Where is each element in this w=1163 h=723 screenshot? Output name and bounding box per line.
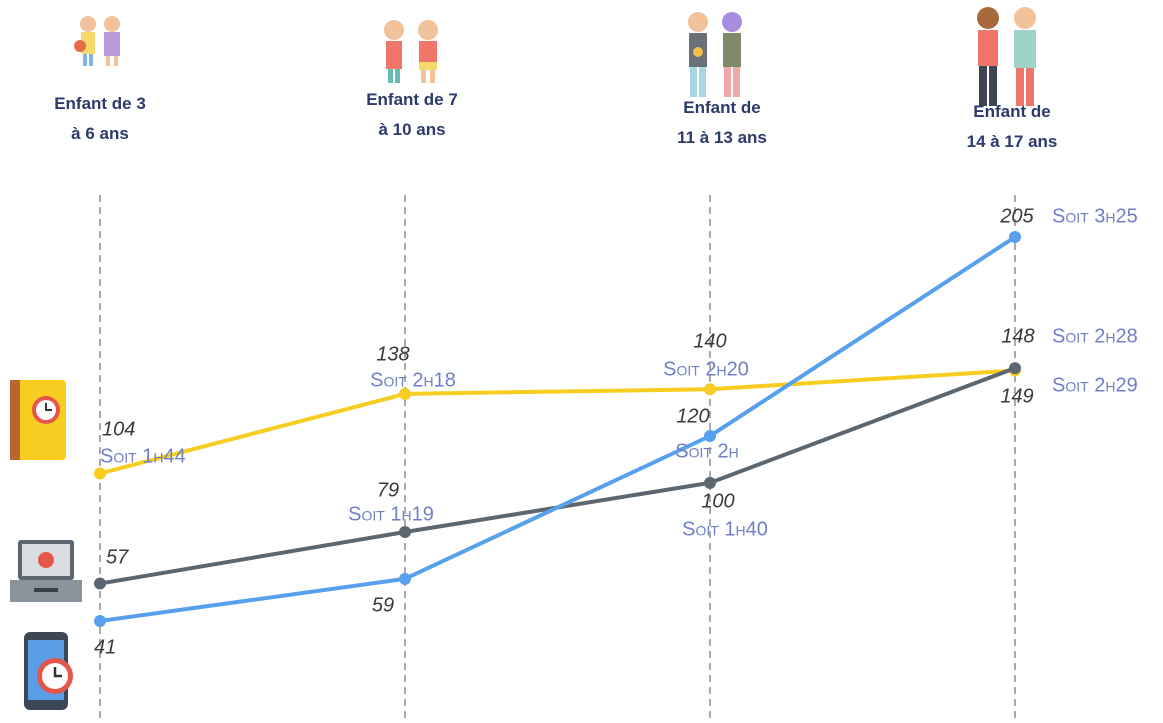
value-label: 104: [102, 418, 135, 440]
data-point: [704, 383, 716, 395]
page: 104 Soit 1h44 138 Soit 2h18 140 Soit 2h20 148 S…: [0, 0, 1163, 723]
data-point: [1009, 362, 1021, 374]
duration-label: Soit 2h29: [1052, 374, 1138, 396]
book-icon: [10, 380, 66, 460]
kids-icon: [384, 20, 438, 83]
teens-icon: [688, 12, 742, 97]
duration-label: Soit 1h44: [100, 445, 186, 467]
data-point: [1009, 231, 1021, 243]
value-label: 57: [106, 546, 129, 568]
value-label: 140: [693, 330, 726, 352]
data-point: [94, 467, 106, 479]
phone-icon: [24, 632, 73, 710]
laptop-icon: [10, 540, 82, 602]
kids-icon: [74, 16, 120, 66]
value-label: 148: [1001, 325, 1034, 347]
duration-label: Soit 2h20: [663, 358, 749, 380]
value-label: 120: [676, 405, 709, 427]
teens-icon: [977, 7, 1036, 106]
series-line: [100, 370, 1015, 473]
value-label: 205: [999, 205, 1034, 227]
duration-label: Soit 3h25: [1052, 205, 1138, 227]
value-label: 138: [376, 343, 409, 365]
series-line: [100, 237, 1015, 621]
value-label: 149: [1000, 385, 1033, 407]
data-point: [704, 477, 716, 489]
value-label: 59: [372, 594, 394, 616]
value-label: 79: [377, 479, 399, 501]
category-label: Enfant de 3 à 6 ans: [20, 89, 180, 149]
data-point: [94, 578, 106, 590]
duration-label: Soit 1h40: [682, 518, 768, 540]
series-line: [100, 368, 1015, 583]
duration-label: Soit 1h19: [348, 503, 434, 525]
data-point: [94, 615, 106, 627]
category-label: Enfant de 14 à 17 ans: [932, 97, 1092, 157]
duration-label: Soit 2h: [675, 440, 738, 462]
category-label: Enfant de 7 à 10 ans: [332, 85, 492, 145]
data-point: [399, 573, 411, 585]
duration-label: Soit 2h28: [1052, 325, 1138, 347]
duration-label: Soit 2h18: [370, 369, 456, 391]
data-point: [399, 526, 411, 538]
value-label: 41: [94, 636, 116, 658]
value-label: 100: [701, 490, 734, 512]
category-label: Enfant de 11 à 13 ans: [642, 93, 802, 153]
